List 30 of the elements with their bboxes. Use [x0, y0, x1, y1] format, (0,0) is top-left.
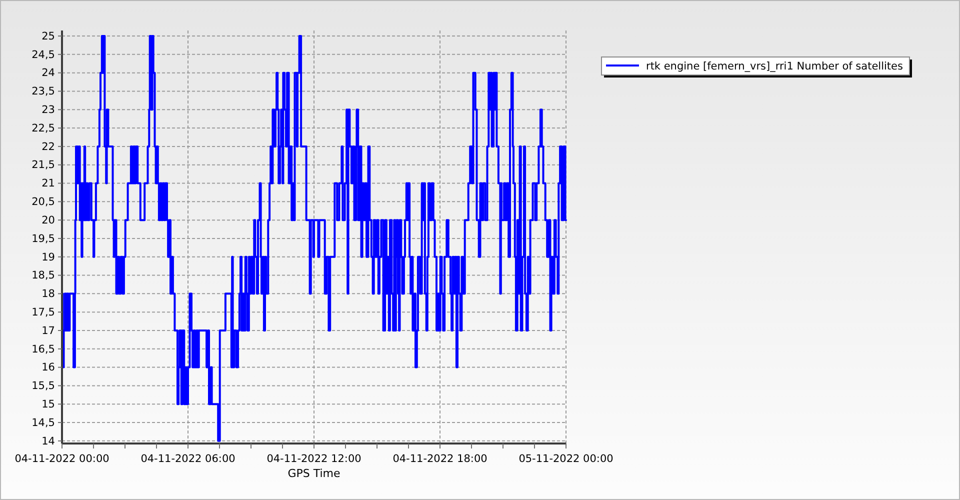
- x-tick-label: 04-11-2022 00:00: [14, 452, 110, 465]
- x-axis-title: GPS Time: [288, 467, 341, 480]
- y-tick-label: 21: [42, 178, 55, 190]
- y-tick-label: 19: [42, 251, 55, 264]
- y-tick-label: 22,5: [32, 122, 55, 134]
- x-tick-label: 04-11-2022 06:00: [140, 452, 236, 465]
- y-tick-label: 20,5: [32, 196, 55, 208]
- y-tick-label: 17,5: [32, 306, 55, 318]
- x-tick-label: 04-11-2022 12:00: [266, 452, 362, 465]
- y-tick-label: 21,5: [32, 159, 55, 172]
- y-tick-label: 18: [42, 288, 55, 300]
- y-tick-label: 16,5: [32, 343, 55, 356]
- y-tick-label: 20: [42, 214, 55, 226]
- y-tick-label: 15: [42, 398, 55, 410]
- y-tick-label: 14,5: [32, 416, 55, 429]
- y-tick-label: 24: [42, 67, 56, 80]
- y-tick-label: 16: [42, 362, 56, 374]
- y-tick-label: 22: [42, 140, 55, 153]
- y-tick-label: 23: [42, 104, 55, 116]
- y-tick-label: 19,5: [32, 232, 55, 245]
- x-tick-label: 05-11-2022 00:00: [518, 452, 614, 465]
- y-tick-label: 24,5: [32, 48, 55, 61]
- legend-label: rtk engine [femern_vrs]_rri1 Number of satellites: [646, 60, 903, 72]
- y-tick-label: 23,5: [32, 86, 55, 98]
- y-tick-label: 18,5: [32, 270, 55, 282]
- y-tick-label: 25: [42, 30, 55, 42]
- y-tick-label: 15,5: [32, 380, 55, 392]
- x-tick-label: 04-11-2022 18:00: [392, 452, 488, 465]
- y-tick-label: 14: [42, 435, 56, 448]
- y-tick-label: 17: [42, 324, 55, 337]
